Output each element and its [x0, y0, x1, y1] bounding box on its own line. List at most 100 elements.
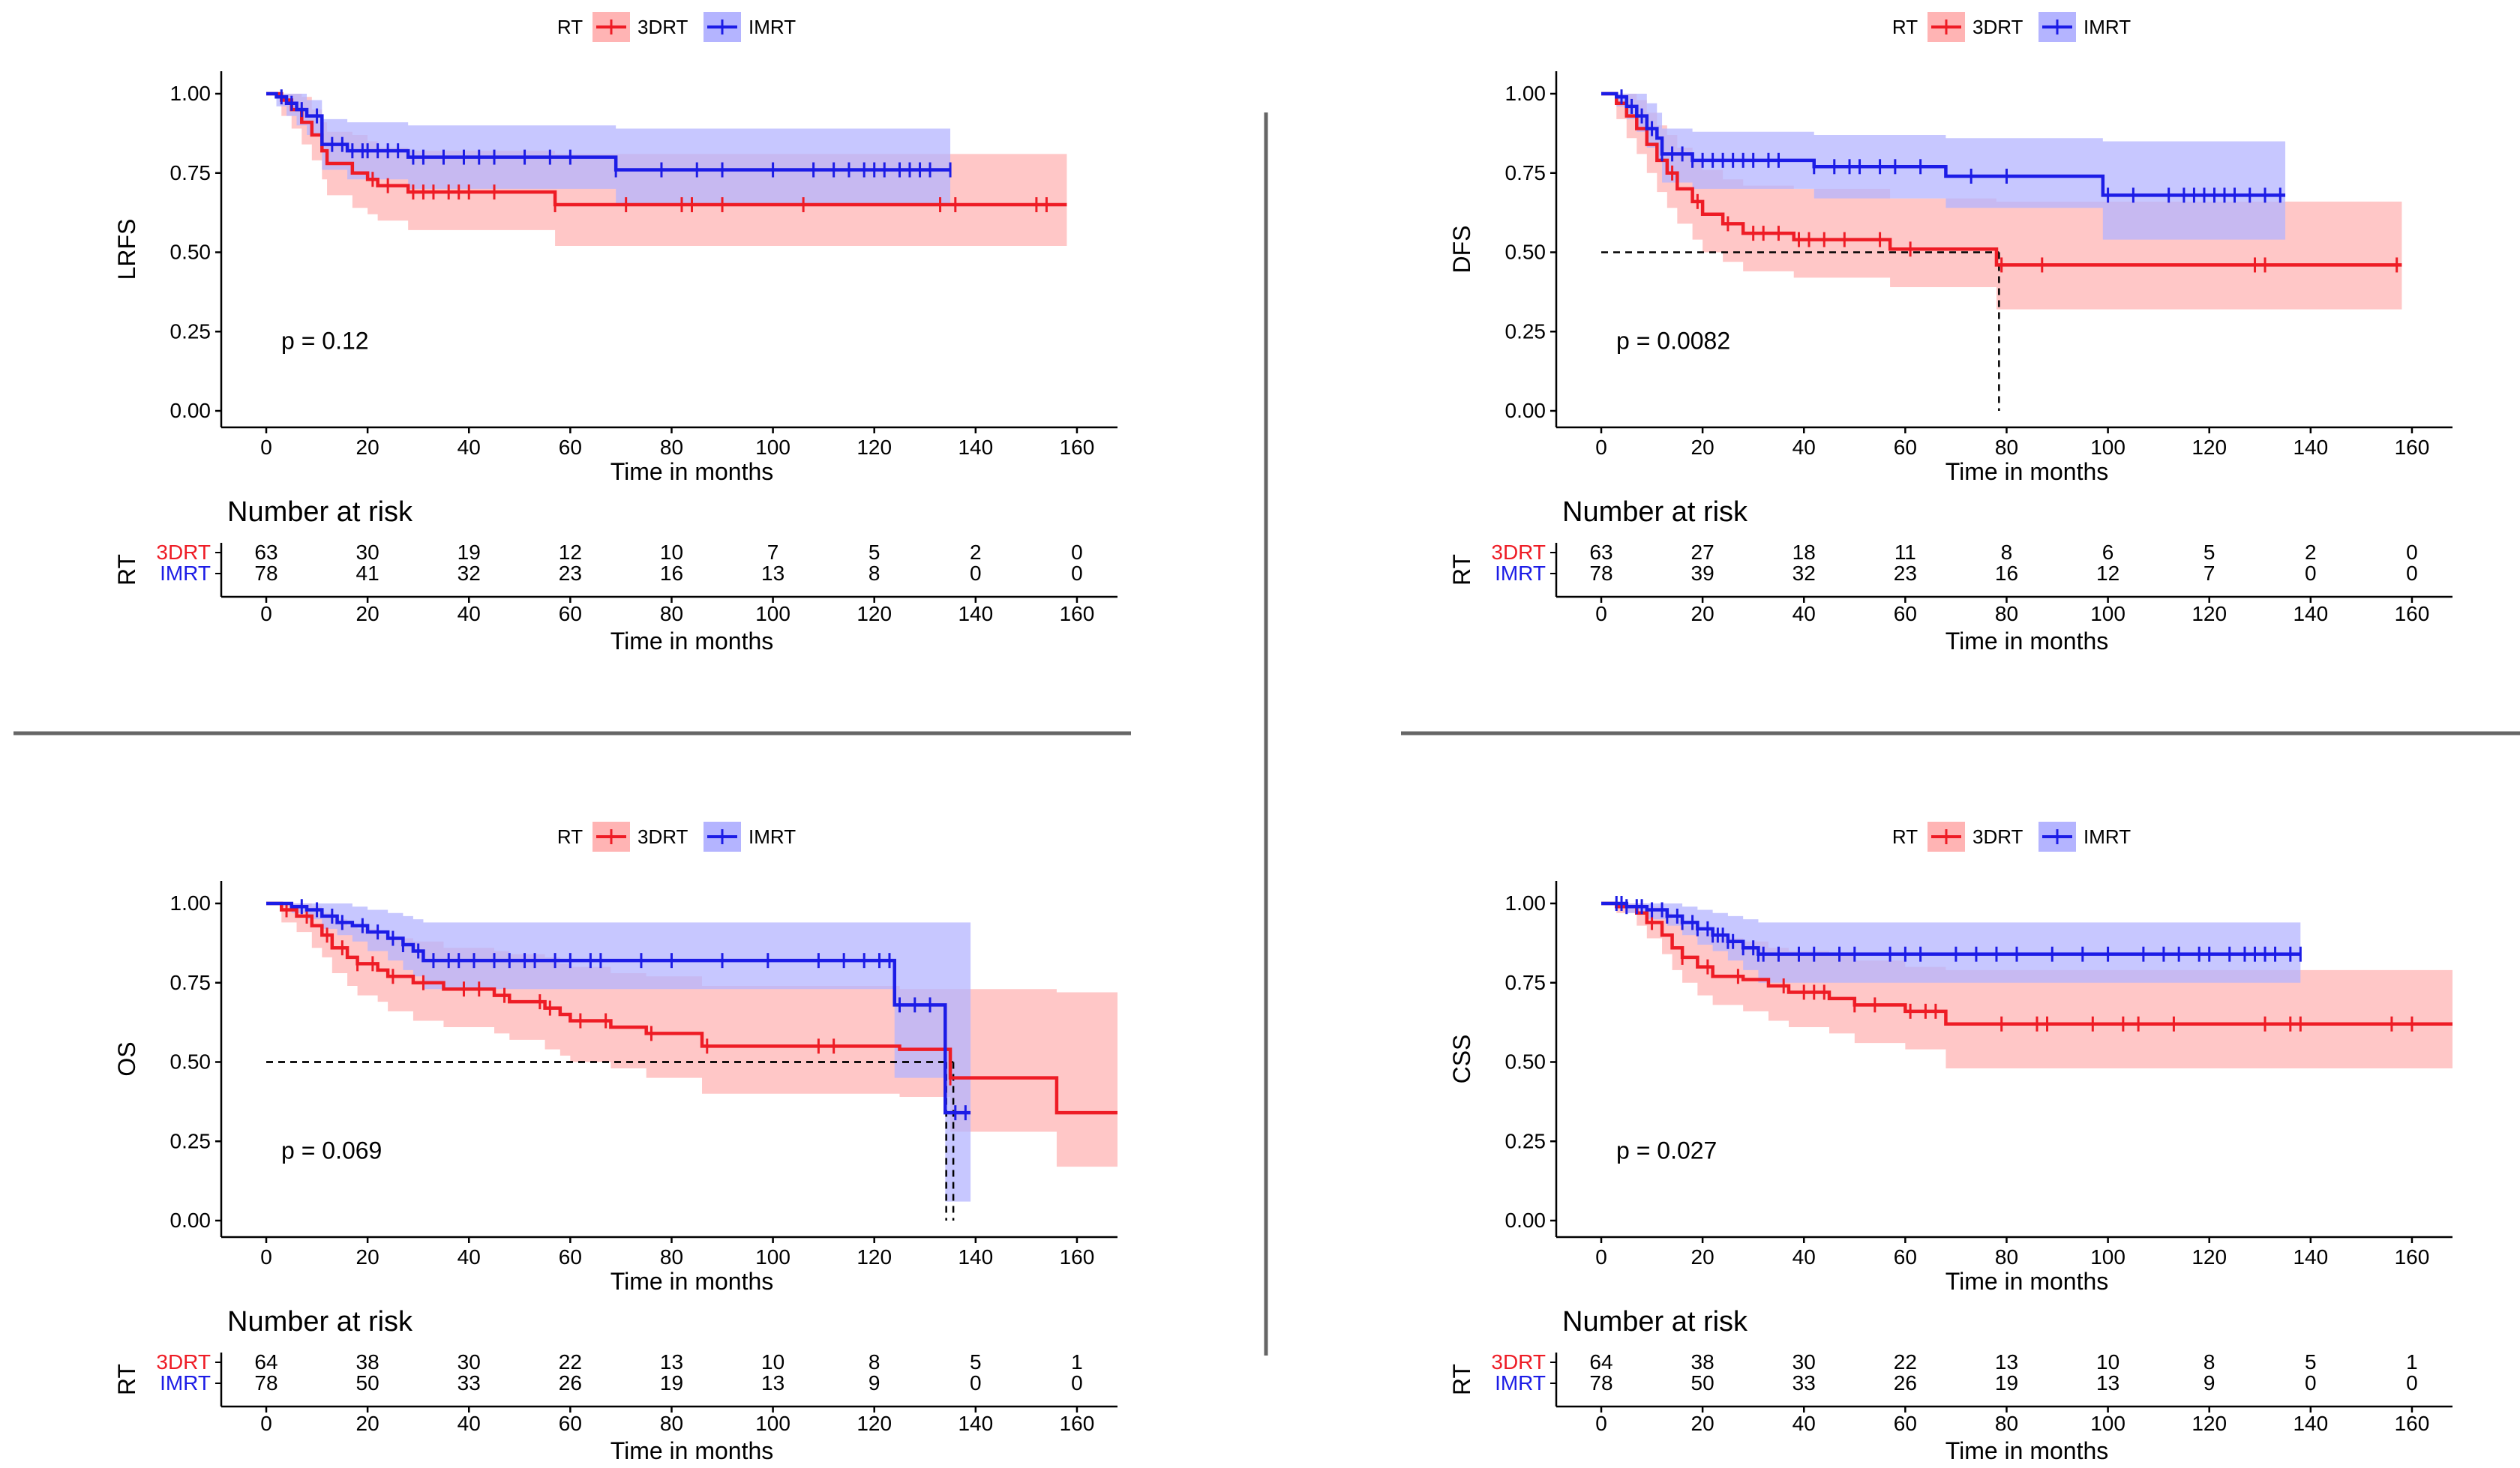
- risk-x-tick-label: 60: [559, 602, 582, 625]
- x-tick-label: 100: [755, 1245, 790, 1269]
- y-axis-title: LRFS: [113, 219, 140, 280]
- risk-strata-label: RT: [113, 1364, 140, 1395]
- x-tick-label: 140: [958, 1245, 993, 1269]
- risk-count: 1: [1071, 1350, 1083, 1374]
- x-tick-label: 20: [1691, 436, 1714, 459]
- risk-count: 30: [356, 541, 380, 564]
- risk-count: 32: [458, 562, 481, 585]
- risk-count: 78: [254, 562, 278, 585]
- x-tick-label: 0: [1595, 1245, 1607, 1269]
- p-value-label: p = 0.069: [281, 1137, 382, 1164]
- legend-label-imrt: IMRT: [748, 16, 796, 38]
- risk-count: 30: [1792, 1350, 1816, 1374]
- risk-count: 19: [1995, 1371, 2018, 1395]
- risk-count: 22: [559, 1350, 582, 1374]
- p-value-label: p = 0.027: [1616, 1137, 1717, 1164]
- risk-x-tick-label: 100: [755, 602, 790, 625]
- x-axis-title: Time in months: [1946, 458, 2109, 485]
- risk-count: 64: [254, 1350, 278, 1374]
- x-tick-label: 120: [856, 436, 892, 459]
- p-value-label: p = 0.12: [281, 327, 369, 354]
- risk-x-tick-label: 0: [260, 1412, 272, 1435]
- risk-count: 22: [1894, 1350, 1917, 1374]
- ci-band-imrt: [1601, 903, 2301, 983]
- risk-count: 13: [2096, 1371, 2120, 1395]
- x-tick-label: 120: [2192, 436, 2227, 459]
- risk-x-tick-label: 40: [1792, 602, 1816, 625]
- risk-count: 19: [660, 1371, 683, 1395]
- risk-row-label-imrt: IMRT: [160, 562, 211, 585]
- risk-strata-label: RT: [113, 554, 140, 586]
- risk-x-tick-label: 100: [2090, 602, 2126, 625]
- y-tick-label: 0.25: [170, 319, 212, 343]
- risk-x-tick-label: 20: [1691, 602, 1714, 625]
- risk-row-label-imrt: IMRT: [1495, 562, 1546, 585]
- risk-x-axis-title: Time in months: [610, 628, 774, 655]
- risk-row-label-imrt: IMRT: [1495, 1371, 1546, 1395]
- risk-count: 12: [2096, 562, 2120, 585]
- legend-label-3drt: 3DRT: [638, 825, 688, 848]
- x-tick-label: 60: [559, 1245, 582, 1269]
- x-tick-label: 80: [660, 1245, 683, 1269]
- risk-count: 50: [356, 1371, 380, 1395]
- y-tick-label: 0.25: [1505, 1129, 1546, 1152]
- ci-band-imrt: [266, 903, 971, 1202]
- y-axis-title: OS: [113, 1041, 140, 1076]
- x-tick-label: 0: [1595, 436, 1607, 459]
- x-tick-label: 140: [2293, 436, 2328, 459]
- legend-label-3drt: 3DRT: [1972, 16, 2024, 38]
- risk-count: 7: [2204, 562, 2216, 585]
- km-curve-imrt: [1601, 91, 2286, 197]
- x-tick-label: 80: [1995, 436, 2018, 459]
- risk-x-tick-label: 40: [1792, 1412, 1816, 1435]
- risk-x-tick-label: 140: [958, 602, 993, 625]
- risk-count: 0: [1071, 541, 1083, 564]
- x-tick-label: 0: [260, 436, 272, 459]
- risk-count: 18: [1792, 541, 1816, 564]
- risk-x-tick-label: 120: [2192, 602, 2227, 625]
- y-axis-title: DFS: [1448, 226, 1475, 274]
- risk-table-title: Number at risk: [227, 496, 413, 528]
- legend-label-imrt: IMRT: [748, 825, 796, 848]
- x-tick-label: 160: [2395, 436, 2430, 459]
- legend-label-imrt: IMRT: [2084, 16, 2131, 38]
- risk-count: 38: [356, 1350, 380, 1374]
- y-tick-label: 0.00: [170, 1209, 212, 1232]
- legend: RT 3DRT IMRT: [1892, 822, 2131, 852]
- risk-count: 63: [254, 541, 278, 564]
- legend-label-imrt: IMRT: [2084, 825, 2131, 848]
- risk-count: 33: [1792, 1371, 1816, 1395]
- y-tick-label: 0.50: [170, 241, 212, 264]
- risk-x-axis-title: Time in months: [1946, 628, 2109, 655]
- risk-x-tick-label: 160: [2395, 602, 2430, 625]
- risk-x-tick-label: 160: [2395, 1412, 2430, 1435]
- x-tick-label: 120: [2192, 1245, 2227, 1269]
- y-tick-label: 0.75: [1505, 971, 1546, 994]
- risk-x-tick-label: 60: [1894, 1412, 1917, 1435]
- legend-label-3drt: 3DRT: [638, 16, 688, 38]
- risk-count: 7: [767, 541, 779, 564]
- risk-count: 0: [970, 1371, 982, 1395]
- risk-x-axis-title: Time in months: [610, 1437, 774, 1464]
- risk-strata-label: RT: [1448, 1364, 1475, 1395]
- x-tick-label: 160: [1060, 1245, 1095, 1269]
- risk-count: 30: [458, 1350, 481, 1374]
- risk-row-label-3drt: 3DRT: [1491, 1350, 1546, 1374]
- km-curve-3drt: [266, 901, 1118, 1115]
- risk-count: 64: [1589, 1350, 1612, 1374]
- risk-count: 78: [254, 1371, 278, 1395]
- x-tick-label: 40: [458, 436, 481, 459]
- risk-x-tick-label: 100: [755, 1412, 790, 1435]
- risk-count: 10: [2096, 1350, 2120, 1374]
- y-tick-label: 1.00: [1505, 891, 1546, 915]
- risk-table-title: Number at risk: [1562, 1306, 1748, 1338]
- risk-x-tick-label: 160: [1060, 602, 1095, 625]
- x-tick-label: 120: [856, 1245, 892, 1269]
- legend-title: RT: [557, 825, 583, 848]
- risk-x-tick-label: 20: [356, 602, 380, 625]
- y-tick-label: 0.50: [170, 1050, 212, 1074]
- risk-row-label-3drt: 3DRT: [156, 1350, 211, 1374]
